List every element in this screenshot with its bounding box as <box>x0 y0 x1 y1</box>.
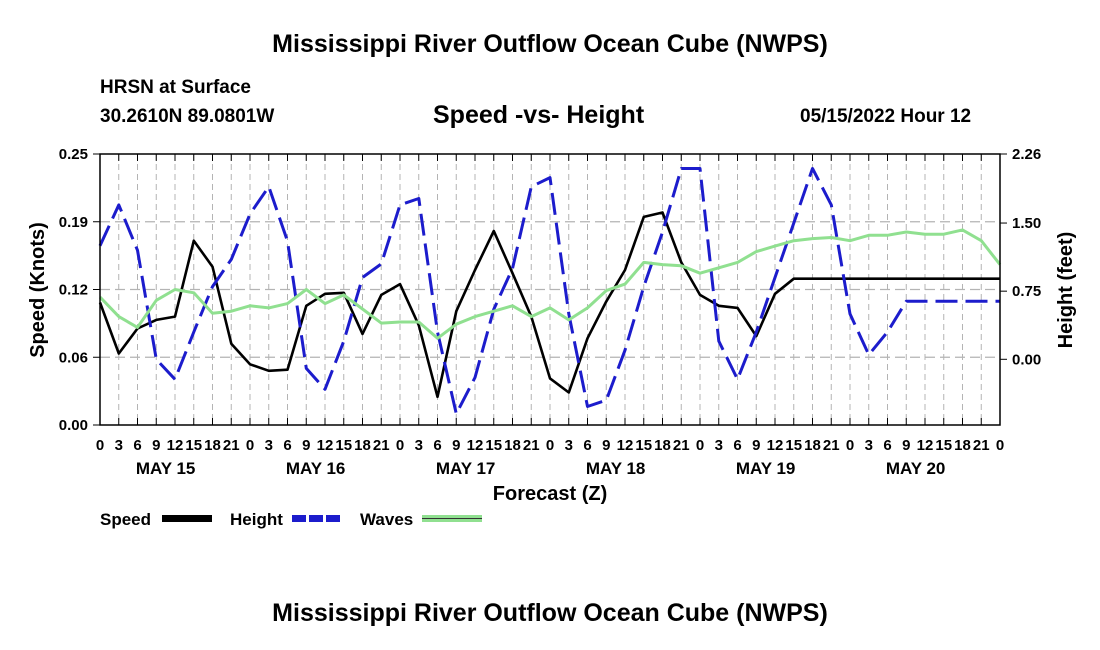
x-hour-tick-label: 21 <box>823 437 840 454</box>
x-hour-tick-label: 21 <box>373 437 390 454</box>
series-line-speed <box>98 211 1000 399</box>
x-hour-tick-label: 21 <box>223 437 240 454</box>
x-hour-tick-label: 0 <box>246 437 254 454</box>
x-day-label: MAY 19 <box>736 459 796 478</box>
x-hour-tick-label: 15 <box>635 437 652 454</box>
x-hour-tick-label: 18 <box>954 437 971 454</box>
series-lines <box>98 167 1002 416</box>
y-right-tick-label: 1.50 <box>1012 215 1041 232</box>
x-hour-tick-label: 18 <box>504 437 521 454</box>
x-hour-tick-label: 0 <box>696 437 704 454</box>
series-line-waves <box>98 228 1002 340</box>
x-hour-tick-label: 3 <box>115 437 123 454</box>
x-hour-tick-label: 21 <box>523 437 540 454</box>
x-hour-tick-label: 15 <box>335 437 352 454</box>
x-hour-tick-label: 0 <box>396 437 404 454</box>
x-hour-tick-label: 0 <box>846 437 854 454</box>
x-hour-tick-label: 3 <box>715 437 723 454</box>
y-left-tick-label: 0.06 <box>59 349 88 366</box>
x-day-label: MAY 18 <box>586 459 646 478</box>
x-hour-tick-label: 15 <box>785 437 802 454</box>
y-right-tick-label: 0.00 <box>1012 351 1041 368</box>
x-hour-tick-label: 12 <box>767 437 784 454</box>
series-line-height <box>98 167 1000 416</box>
x-hour-tick-label: 9 <box>752 437 760 454</box>
x-hour-tick-label: 6 <box>883 437 891 454</box>
legend-label-speed: Speed <box>100 510 151 529</box>
x-axis-label: Forecast (Z) <box>493 483 607 505</box>
y-right-tick-label: 2.26 <box>1012 146 1041 163</box>
legend-label-waves: Waves <box>360 510 413 529</box>
axes: 0 3 6 9 12 15 18 21 0 3 6 9 12 15 18 21 0 3 6 9 12 15 18 21 0 3 6 9… <box>59 146 1041 478</box>
x-hour-tick-label: 3 <box>565 437 573 454</box>
x-hour-tick-label: 6 <box>283 437 291 454</box>
x-hour-tick-label: 9 <box>302 437 310 454</box>
repeated-chart-title: Mississippi River Outflow Ocean Cube (NW… <box>272 599 828 627</box>
x-hour-tick-label: 3 <box>265 437 273 454</box>
station-name: HRSN at Surface <box>100 77 251 98</box>
x-day-label: MAY 17 <box>436 459 496 478</box>
x-hour-tick-label: 6 <box>433 437 441 454</box>
x-hour-tick-label: 15 <box>485 437 502 454</box>
legend: Speed Height Waves <box>100 510 482 529</box>
x-hour-tick-label: 12 <box>917 437 934 454</box>
x-hour-tick-label: 21 <box>973 437 990 454</box>
x-hour-tick-label: 3 <box>415 437 423 454</box>
x-hour-tick-label: 0 <box>96 437 104 454</box>
x-hour-tick-label: 0 <box>996 437 1004 454</box>
y-axis-right-label: Height (feet) <box>1055 232 1077 349</box>
x-hour-tick-label: 9 <box>602 437 610 454</box>
x-hour-tick-label: 9 <box>152 437 160 454</box>
x-hour-tick-label: 9 <box>452 437 460 454</box>
x-hour-tick-label: 15 <box>185 437 202 454</box>
x-hour-tick-label: 0 <box>546 437 554 454</box>
x-hour-tick-label: 6 <box>583 437 591 454</box>
y-left-tick-label: 0.12 <box>59 282 88 299</box>
grid-lines <box>100 154 1000 425</box>
x-hour-tick-label: 6 <box>133 437 141 454</box>
chart-subtitle: Speed -vs- Height <box>433 101 645 129</box>
chart-main-title: Mississippi River Outflow Ocean Cube (NW… <box>272 30 828 58</box>
x-hour-tick-label: 18 <box>204 437 221 454</box>
x-day-label: MAY 20 <box>886 459 946 478</box>
x-day-label: MAY 15 <box>136 459 196 478</box>
x-day-label: MAY 16 <box>286 459 346 478</box>
y-right-tick-label: 0.75 <box>1012 283 1041 300</box>
x-hour-tick-label: 9 <box>902 437 910 454</box>
station-coords: 30.2610N 89.0801W <box>100 106 275 127</box>
x-hour-tick-label: 15 <box>935 437 952 454</box>
x-hour-tick-label: 12 <box>317 437 334 454</box>
y-left-tick-label: 0.00 <box>59 417 88 434</box>
x-hour-tick-label: 3 <box>865 437 873 454</box>
x-hour-tick-label: 21 <box>673 437 690 454</box>
x-hour-tick-label: 12 <box>167 437 184 454</box>
x-hour-tick-label: 6 <box>733 437 741 454</box>
y-left-tick-label: 0.25 <box>59 146 88 163</box>
y-axis-left-label: Speed (Knots) <box>27 222 49 358</box>
legend-label-height: Height <box>230 510 283 529</box>
x-hour-tick-label: 18 <box>354 437 371 454</box>
x-hour-tick-label: 18 <box>804 437 821 454</box>
x-hour-tick-label: 18 <box>654 437 671 454</box>
x-hour-tick-label: 12 <box>617 437 634 454</box>
x-hour-tick-label: 12 <box>467 437 484 454</box>
y-left-tick-label: 0.19 <box>59 214 88 231</box>
run-time: 05/15/2022 Hour 12 <box>800 106 972 127</box>
